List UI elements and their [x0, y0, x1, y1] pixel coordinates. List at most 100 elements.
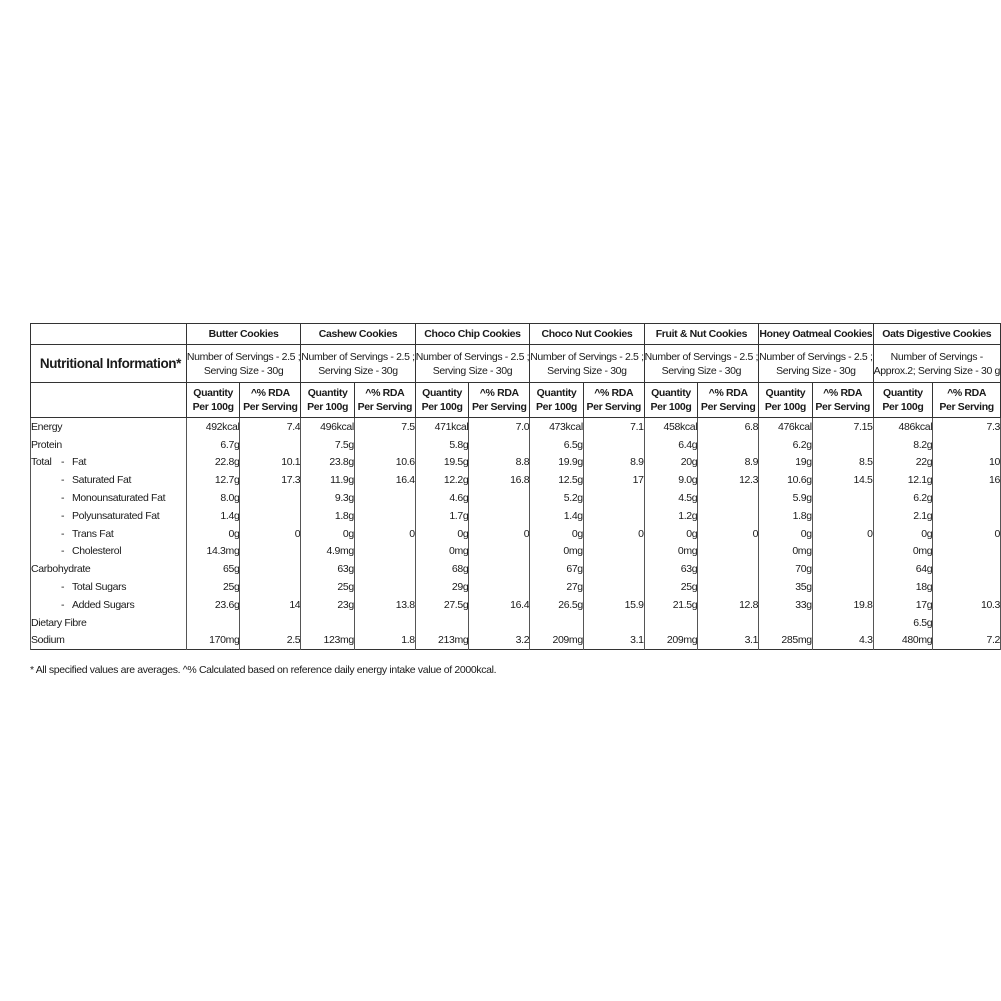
rda-value: 0	[239, 524, 302, 543]
rda-value: 0	[932, 524, 1001, 543]
rda-value: 8.5	[811, 453, 874, 472]
nutrient-name: Carbohydrate	[31, 563, 91, 576]
rda-value	[697, 578, 760, 596]
nutrient-label: Energy	[30, 417, 187, 436]
nutrient-row: Dietary Fibre 6.5g	[30, 613, 1001, 632]
nutrient-label: - Cholesterol	[30, 542, 187, 561]
nutrient-row: Sodium 170mg 2.5 123mg 1.8 213mg 3.2 209mg 3.1 20…	[30, 631, 1001, 650]
quantity-value: 0g	[643, 524, 699, 543]
quantity-header-line: Per 100g	[882, 401, 924, 413]
quantity-value: 209mg	[529, 631, 584, 650]
dash-marker: -	[61, 581, 65, 594]
nutrient-name: Sodium	[31, 634, 65, 647]
nutrient-row: - Monounsaturated Fat 8.0g 9.3g 4.6g 5.2g 4.5g…	[30, 489, 1001, 507]
serving-line: Number of Servings -	[890, 350, 984, 363]
rda-value	[353, 489, 416, 507]
quantity-header: Quantity Per 100g	[300, 382, 355, 418]
quantity-value: 480mg	[872, 631, 934, 650]
rda-header: ^% RDA Per Serving	[697, 382, 760, 418]
rda-value: 10.1	[239, 453, 302, 472]
quantity-value: 0mg	[758, 542, 813, 561]
quantity-header-line: Quantity	[193, 387, 234, 399]
quantity-value: 496kcal	[300, 417, 355, 436]
rda-value	[811, 506, 874, 525]
serving-info: Number of Servings - 2.5 ; Serving Size -…	[414, 344, 531, 383]
nutrient-label: - Added Sugars	[30, 595, 187, 614]
rda-value: 15.9	[582, 595, 645, 614]
table-title: Nutritional Information*	[30, 344, 187, 383]
rda-header-line: Per Serving	[357, 401, 413, 413]
product-name: Choco Nut Cookies	[529, 323, 645, 345]
dash-marker: -	[61, 545, 65, 558]
serving-info: Number of Servings - 2.5 ; Serving Size -…	[529, 344, 645, 383]
rda-header-line: Per Serving	[243, 401, 298, 413]
rda-value: 0	[353, 524, 416, 543]
nutrient-name: Polyunsaturated Fat	[72, 509, 160, 522]
quantity-value: 25g	[300, 578, 355, 596]
quantity-value: 35g	[758, 578, 813, 596]
nutrient-label: Total - Fat	[30, 453, 187, 472]
rda-value: 14	[239, 595, 302, 614]
quantity-value: 12.2g	[414, 471, 470, 490]
quantity-value: 8.0g	[185, 489, 241, 507]
serving-line: Serving Size - 30g	[776, 364, 856, 377]
rda-value: 7.15	[811, 417, 874, 436]
nutrient-row: - Polyunsaturated Fat 1.4g 1.8g 1.7g 1.4g 1.2g…	[30, 506, 1001, 525]
rda-header-line: Per Serving	[472, 401, 527, 413]
rda-value: 7.5	[353, 417, 416, 436]
rda-value	[353, 613, 416, 632]
quantity-value: 22.8g	[185, 453, 241, 472]
quantity-header: Quantity Per 100g	[529, 382, 584, 418]
quantity-value: 170mg	[185, 631, 241, 650]
quantity-value: 2.1g	[872, 506, 934, 525]
rda-header-line: ^% RDA	[479, 387, 519, 399]
rda-value	[932, 489, 1001, 507]
product-name: Oats Digestive Cookies	[872, 323, 1001, 345]
rda-value	[353, 578, 416, 596]
rda-value: 10	[932, 453, 1001, 472]
rda-value: 2.5	[239, 631, 302, 650]
rda-value	[697, 489, 760, 507]
nutrient-row: Total - Fat 22.8g 10.1 23.8g 10.6 19.5g 8.8 19.9g…	[30, 453, 1001, 472]
rda-value: 7.0	[468, 417, 531, 436]
rda-header: ^% RDA Per Serving	[932, 382, 1001, 418]
rda-value	[811, 613, 874, 632]
quantity-header-line: Per 100g	[764, 401, 806, 413]
quantity-value: 486kcal	[872, 417, 934, 436]
rda-value: 6.8	[697, 417, 760, 436]
nutrient-name: Dietary Fibre	[31, 616, 87, 629]
rda-value: 8.9	[697, 453, 760, 472]
rda-value: 17	[582, 471, 645, 490]
quantity-value: 492kcal	[185, 417, 241, 436]
quantity-value: 67g	[529, 560, 584, 579]
rda-value	[582, 435, 645, 454]
quantity-value: 25g	[185, 578, 241, 596]
quantity-value: 1.4g	[529, 506, 584, 525]
rda-value	[932, 506, 1001, 525]
rda-value	[468, 542, 531, 561]
quantity-header: Quantity Per 100g	[872, 382, 934, 418]
quantity-value	[300, 613, 355, 632]
nutrient-prefix: Total	[31, 456, 52, 469]
rda-value: 0	[468, 524, 531, 543]
rda-value	[932, 435, 1001, 454]
quantity-value: 21.5g	[643, 595, 699, 614]
rda-header: ^% RDA Per Serving	[468, 382, 531, 418]
serving-line: Serving Size - 30g	[203, 364, 284, 377]
nutrient-name: Fat	[72, 456, 87, 469]
rda-value	[582, 489, 645, 507]
quantity-value: 12.1g	[872, 471, 934, 490]
quantity-value: 0mg	[529, 542, 584, 561]
quantity-value	[529, 613, 584, 632]
nutrient-label: - Polyunsaturated Fat	[30, 506, 187, 525]
rda-value: 0	[811, 524, 874, 543]
rda-header-line: Per Serving	[815, 401, 870, 413]
product-name: Fruit & Nut Cookies	[643, 323, 760, 345]
nutrient-row: - Cholesterol 14.3mg 4.9mg 0mg 0mg 0mg 0mg 0mg	[30, 542, 1001, 561]
quantity-value: 0mg	[643, 542, 699, 561]
quantity-value: 11.9g	[300, 471, 355, 490]
quantity-header-line: Per 100g	[650, 401, 692, 413]
serving-line: Number of Servings - 2.5 ;	[530, 350, 644, 363]
serving-line: Serving Size - 30g	[318, 364, 398, 377]
quantity-value: 8.2g	[872, 435, 934, 454]
